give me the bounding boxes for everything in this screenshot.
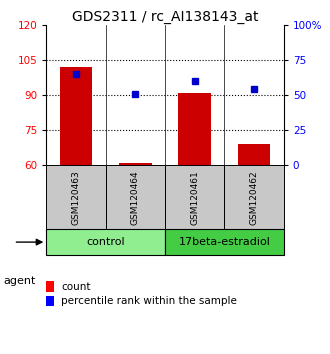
Bar [106, 165, 165, 229]
Text: GSM120461: GSM120461 [190, 170, 199, 225]
Bar [46, 229, 165, 255]
Text: agent: agent [3, 276, 36, 286]
Title: GDS2311 / rc_AI138143_at: GDS2311 / rc_AI138143_at [72, 10, 258, 24]
Text: 17beta-estradiol: 17beta-estradiol [179, 237, 270, 247]
Bar [178, 93, 211, 165]
Bar [46, 165, 106, 229]
Bar [59, 67, 92, 165]
Bar [224, 165, 284, 229]
Text: GSM120464: GSM120464 [131, 170, 140, 225]
Bar [119, 163, 151, 165]
Text: control: control [86, 237, 125, 247]
Bar [165, 229, 284, 255]
Text: count: count [61, 282, 90, 292]
Bar [165, 165, 224, 229]
Text: GSM120462: GSM120462 [249, 170, 259, 225]
Bar [238, 144, 271, 165]
Text: GSM120463: GSM120463 [71, 170, 81, 225]
Text: percentile rank within the sample: percentile rank within the sample [61, 296, 237, 306]
